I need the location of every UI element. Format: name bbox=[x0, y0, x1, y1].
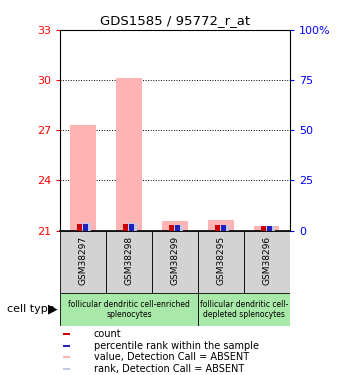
Text: cell type: cell type bbox=[7, 304, 55, 314]
Bar bbox=[198, 231, 244, 292]
Text: GSM38299: GSM38299 bbox=[170, 236, 179, 285]
Bar bbox=[261, 226, 266, 231]
Bar bbox=[106, 231, 152, 292]
Bar bbox=[81, 223, 91, 231]
Bar bbox=[60, 231, 106, 292]
Bar bbox=[169, 225, 174, 231]
Bar bbox=[254, 226, 280, 231]
Text: rank, Detection Call = ABSENT: rank, Detection Call = ABSENT bbox=[94, 364, 244, 374]
Bar bbox=[173, 225, 183, 231]
Title: GDS1585 / 95772_r_at: GDS1585 / 95772_r_at bbox=[100, 15, 250, 27]
Bar bbox=[221, 225, 226, 231]
Bar bbox=[63, 345, 70, 347]
Bar bbox=[127, 223, 137, 231]
Bar bbox=[162, 221, 188, 231]
Bar bbox=[175, 225, 180, 231]
Text: percentile rank within the sample: percentile rank within the sample bbox=[94, 341, 259, 351]
Bar bbox=[116, 78, 142, 231]
Bar bbox=[83, 224, 88, 231]
Bar bbox=[215, 225, 220, 231]
Bar bbox=[208, 220, 234, 231]
Bar bbox=[63, 356, 70, 358]
Bar bbox=[70, 125, 96, 231]
Bar bbox=[63, 333, 70, 335]
Bar bbox=[198, 292, 290, 326]
Text: GSM38297: GSM38297 bbox=[79, 236, 87, 285]
Bar bbox=[218, 225, 229, 231]
Text: follicular dendritic cell-enriched
splenocytes: follicular dendritic cell-enriched splen… bbox=[68, 300, 190, 319]
Text: count: count bbox=[94, 329, 121, 339]
Text: follicular dendritic cell-
depleted splenocytes: follicular dendritic cell- depleted sple… bbox=[200, 300, 288, 319]
Text: GSM38295: GSM38295 bbox=[216, 236, 225, 285]
Bar bbox=[244, 231, 290, 292]
Text: GSM38296: GSM38296 bbox=[262, 236, 271, 285]
Bar bbox=[264, 226, 275, 231]
Bar bbox=[129, 224, 134, 231]
Bar bbox=[60, 292, 198, 326]
Text: ▶: ▶ bbox=[48, 303, 58, 316]
Bar bbox=[78, 224, 82, 231]
Bar bbox=[152, 231, 198, 292]
Bar bbox=[63, 368, 70, 370]
Bar bbox=[267, 226, 272, 231]
Text: value, Detection Call = ABSENT: value, Detection Call = ABSENT bbox=[94, 352, 249, 362]
Text: GSM38298: GSM38298 bbox=[125, 236, 133, 285]
Bar bbox=[123, 224, 128, 231]
